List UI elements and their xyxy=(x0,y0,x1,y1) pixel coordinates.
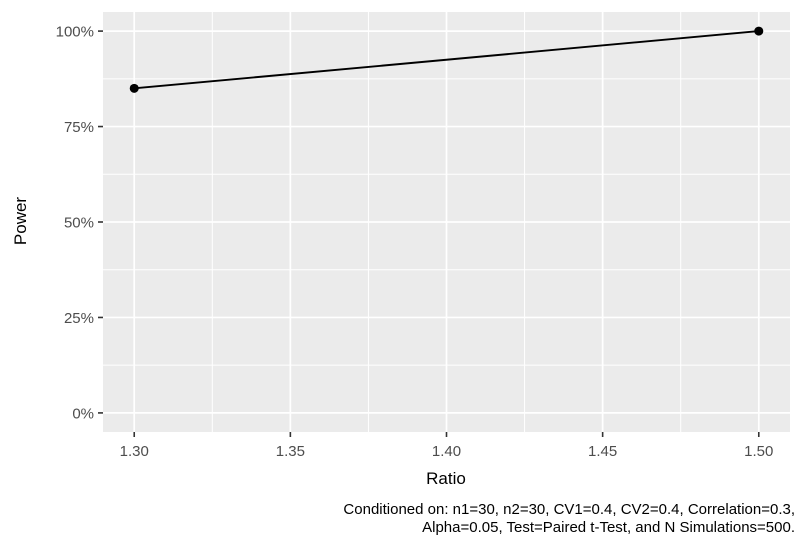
x-tick-label: 1.30 xyxy=(120,443,149,460)
y-tick-label: 0% xyxy=(72,405,94,422)
y-axis-title: Power xyxy=(11,196,30,246)
data-point xyxy=(129,83,139,93)
y-tick-label: 25% xyxy=(64,310,94,327)
x-tick-label: 1.45 xyxy=(588,443,617,460)
x-tick-label: 1.50 xyxy=(744,443,773,460)
data-point xyxy=(754,26,764,36)
y-tick-label: 100% xyxy=(56,24,94,41)
x-axis-title: Ratio xyxy=(426,469,466,488)
x-tick-label: 1.40 xyxy=(432,443,461,460)
plot-caption: Conditioned on: n1=30, n2=30, CV1=0.4, C… xyxy=(343,501,795,536)
caption-line-2: Alpha=0.05, Test=Paired t-Test, and N Si… xyxy=(422,518,795,536)
x-tick-label: 1.35 xyxy=(276,443,305,460)
power-line xyxy=(134,30,759,90)
y-tick-label: 75% xyxy=(64,119,94,136)
y-tick-label: 50% xyxy=(64,215,94,232)
caption-line-1: Conditioned on: n1=30, n2=30, CV1=0.4, C… xyxy=(343,501,795,518)
